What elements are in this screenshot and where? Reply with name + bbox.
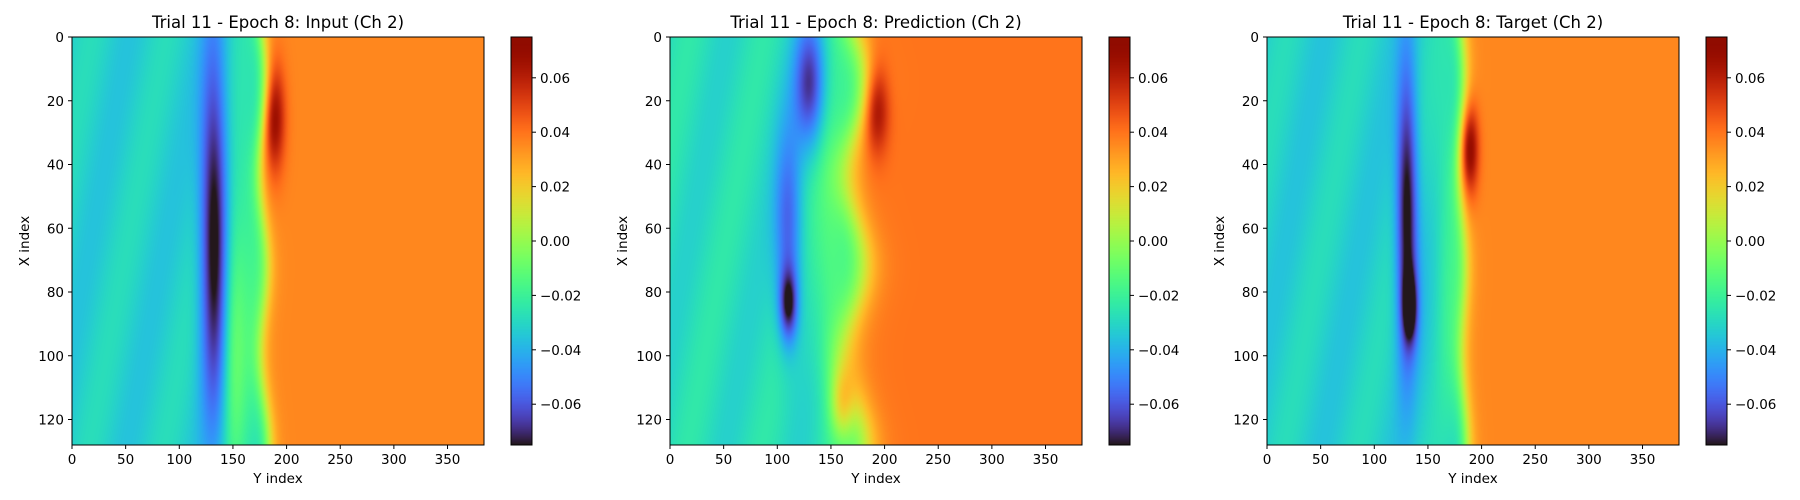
colorbar-tick-label: 0.00 <box>1735 234 1765 250</box>
y-tick-label: 100 <box>636 349 662 365</box>
y-tick-label: 120 <box>636 413 662 429</box>
y-tick-label: 20 <box>1242 94 1259 110</box>
axes-frame <box>669 36 1083 446</box>
x-tick-label: 350 <box>435 452 461 468</box>
heatmap-panel-3: Trial 11 - Epoch 8: Target (Ch 2) 0 50 100 1… <box>1212 13 1776 487</box>
y-tick-label: 20 <box>645 94 662 110</box>
colorbar <box>1109 37 1130 445</box>
colorbar-tick-label: −0.02 <box>1138 288 1179 304</box>
heatmap-panel-2: Trial 11 - Epoch 8: Prediction (Ch 2) 0 50… <box>615 13 1179 487</box>
y-tick-label: 60 <box>645 221 662 237</box>
x-tick-label: 0 <box>666 452 675 468</box>
x-tick-label: 200 <box>872 452 898 468</box>
x-axis-label: Y index <box>252 471 302 487</box>
colorbar-tick-label: 0.06 <box>540 71 570 87</box>
y-axis-label: X index <box>1212 216 1228 266</box>
colorbar-tick-label: 0.00 <box>1138 234 1168 250</box>
x-tick-label: 50 <box>715 452 732 468</box>
y-axis-label: X index <box>615 216 631 266</box>
x-tick-label: 300 <box>1576 452 1602 468</box>
colorbar-tick-label: −0.02 <box>1735 288 1776 304</box>
x-axis-label: Y index <box>850 471 900 487</box>
y-tick-label: 0 <box>55 30 64 46</box>
y-tick-label: 120 <box>1233 413 1259 429</box>
colorbar-tick-label: −0.06 <box>540 397 581 413</box>
colorbar-tick-label: 0.06 <box>1735 71 1765 87</box>
y-tick-label: 0 <box>1250 30 1259 46</box>
colorbar <box>1706 37 1727 445</box>
x-tick-label: 150 <box>220 452 246 468</box>
colorbar-tick-label: −0.04 <box>540 343 581 359</box>
axes-frame <box>71 36 485 446</box>
y-tick-label: 80 <box>1242 285 1259 301</box>
x-tick-label: 350 <box>1630 452 1656 468</box>
x-tick-label: 50 <box>1312 452 1329 468</box>
y-tick-label: 100 <box>38 349 64 365</box>
x-tick-label: 100 <box>166 452 192 468</box>
panel-title: Trial 11 - Epoch 8: Prediction (Ch 2) <box>729 13 1021 32</box>
heatmap-image <box>1267 37 1679 445</box>
x-tick-label: 100 <box>764 452 790 468</box>
x-tick-label: 250 <box>1522 452 1548 468</box>
x-tick-label: 100 <box>1361 452 1387 468</box>
colorbar-tick-label: −0.04 <box>1138 343 1179 359</box>
y-tick-label: 80 <box>645 285 662 301</box>
colorbar-tick-label: −0.06 <box>1735 397 1776 413</box>
colorbar-tick-label: 0.00 <box>540 234 570 250</box>
x-tick-label: 250 <box>925 452 951 468</box>
x-tick-label: 0 <box>1263 452 1272 468</box>
colorbar <box>511 37 532 445</box>
x-tick-label: 300 <box>979 452 1005 468</box>
y-tick-label: 40 <box>47 158 64 174</box>
heatmap-image <box>670 37 1082 445</box>
y-tick-label: 120 <box>38 413 64 429</box>
colorbar-tick-label: −0.04 <box>1735 343 1776 359</box>
colorbar-tick-label: −0.02 <box>540 288 581 304</box>
panel-title: Trial 11 - Epoch 8: Target (Ch 2) <box>1342 13 1603 32</box>
colorbar-tick-label: 0.06 <box>1138 71 1168 87</box>
x-tick-label: 150 <box>1415 452 1441 468</box>
colorbar-tick-label: 0.04 <box>1138 125 1168 141</box>
colorbar-tick-label: −0.06 <box>1138 397 1179 413</box>
y-tick-label: 80 <box>47 285 64 301</box>
y-tick-label: 40 <box>645 158 662 174</box>
colorbar-tick-label: 0.02 <box>540 180 570 196</box>
colorbar-tick-label: 0.02 <box>1735 180 1765 196</box>
colorbar-tick-label: 0.04 <box>1735 125 1765 141</box>
y-tick-label: 60 <box>1242 221 1259 237</box>
y-tick-label: 0 <box>653 30 662 46</box>
x-axis-label: Y index <box>1447 471 1497 487</box>
y-tick-label: 100 <box>1233 349 1259 365</box>
heatmap-panel-1: Trial 11 - Epoch 8: Input (Ch 2) 0 50 100 15… <box>17 13 581 487</box>
x-tick-label: 300 <box>381 452 407 468</box>
x-tick-label: 0 <box>68 452 77 468</box>
axes-frame <box>1266 36 1680 446</box>
y-axis-label: X index <box>17 216 33 266</box>
heatmap-image <box>72 37 484 445</box>
colorbar-tick-label: 0.02 <box>1138 180 1168 196</box>
y-tick-label: 20 <box>47 94 64 110</box>
x-tick-label: 350 <box>1033 452 1059 468</box>
colorbar-tick-label: 0.04 <box>540 125 570 141</box>
y-tick-label: 40 <box>1242 158 1259 174</box>
y-tick-label: 60 <box>47 221 64 237</box>
x-tick-label: 200 <box>274 452 300 468</box>
panel-title: Trial 11 - Epoch 8: Input (Ch 2) <box>151 13 404 32</box>
x-tick-label: 250 <box>327 452 353 468</box>
x-tick-label: 200 <box>1469 452 1495 468</box>
x-tick-label: 150 <box>818 452 844 468</box>
x-tick-label: 50 <box>117 452 134 468</box>
